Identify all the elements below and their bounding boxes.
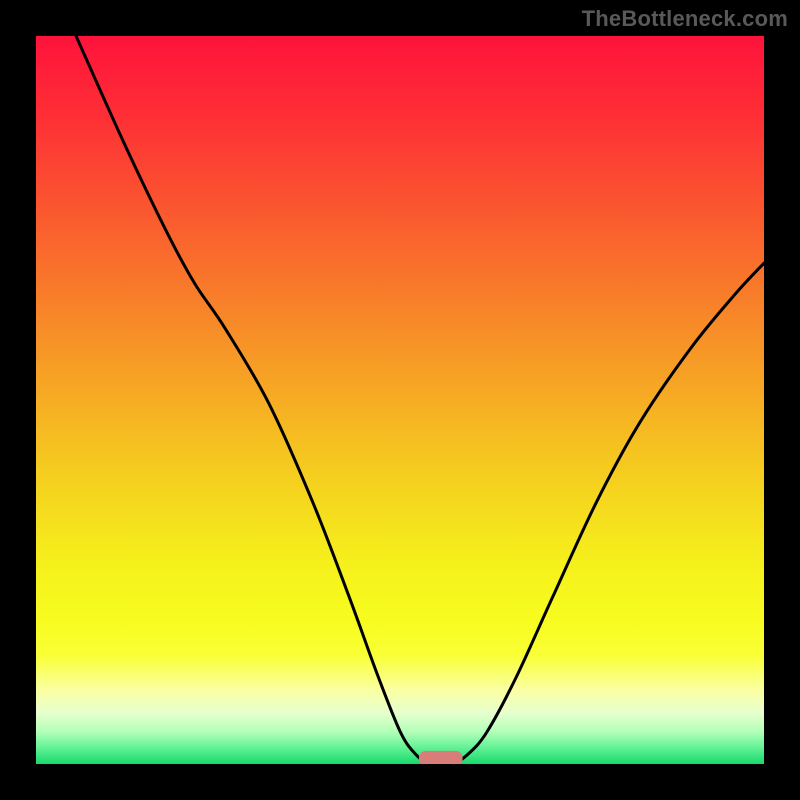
watermark-text: TheBottleneck.com [582,6,788,32]
optimal-marker [419,751,463,766]
chart-canvas: TheBottleneck.com [0,0,800,800]
bottleneck-chart [0,0,800,800]
